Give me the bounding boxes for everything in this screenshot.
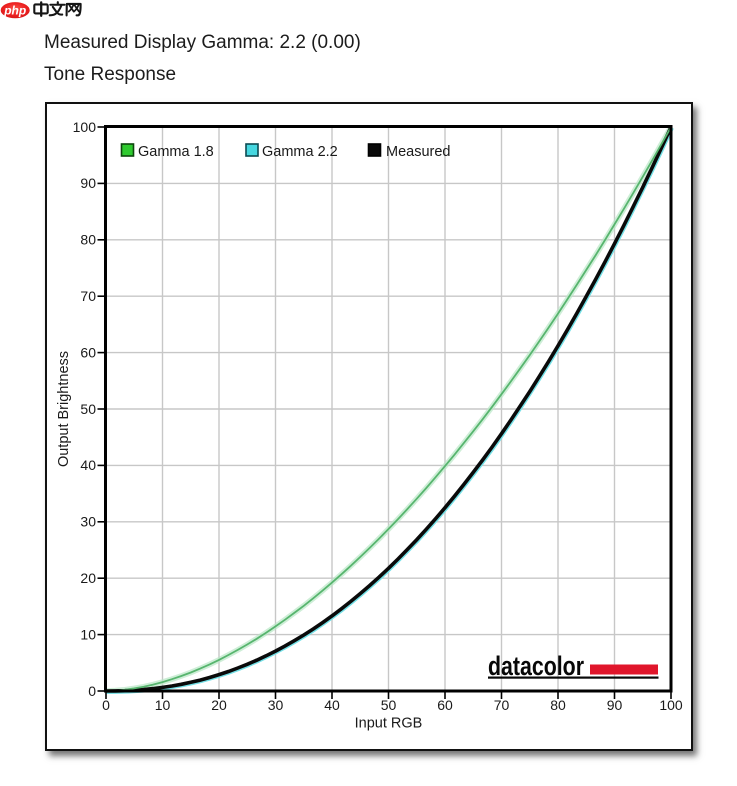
svg-text:Gamma 1.8: Gamma 1.8 <box>138 144 214 160</box>
svg-text:Input RGB: Input RGB <box>355 716 423 732</box>
svg-text:Output Brightness: Output Brightness <box>56 351 72 467</box>
svg-text:30: 30 <box>268 697 284 713</box>
svg-text:80: 80 <box>550 697 566 713</box>
svg-text:90: 90 <box>607 697 623 713</box>
svg-text:datacolor: datacolor <box>488 651 584 681</box>
svg-text:php: php <box>3 3 26 17</box>
svg-text:40: 40 <box>324 697 340 713</box>
svg-text:60: 60 <box>80 344 96 360</box>
svg-text:Gamma 2.2: Gamma 2.2 <box>262 144 338 160</box>
svg-text:50: 50 <box>80 401 96 417</box>
svg-text:60: 60 <box>437 697 453 713</box>
svg-text:10: 10 <box>155 697 171 713</box>
svg-text:90: 90 <box>80 175 96 191</box>
svg-text:50: 50 <box>381 697 397 713</box>
svg-text:70: 70 <box>80 288 96 304</box>
svg-text:20: 20 <box>211 697 227 713</box>
svg-text:0: 0 <box>88 683 96 699</box>
svg-text:70: 70 <box>494 697 510 713</box>
svg-text:Measured: Measured <box>386 144 450 160</box>
svg-text:10: 10 <box>80 626 96 642</box>
svg-text:40: 40 <box>80 457 96 473</box>
svg-text:0: 0 <box>102 697 110 713</box>
svg-text:20: 20 <box>80 570 96 586</box>
svg-text:100: 100 <box>73 119 97 135</box>
svg-text:80: 80 <box>80 232 96 248</box>
svg-text:30: 30 <box>80 514 96 530</box>
svg-text:100: 100 <box>659 697 683 713</box>
